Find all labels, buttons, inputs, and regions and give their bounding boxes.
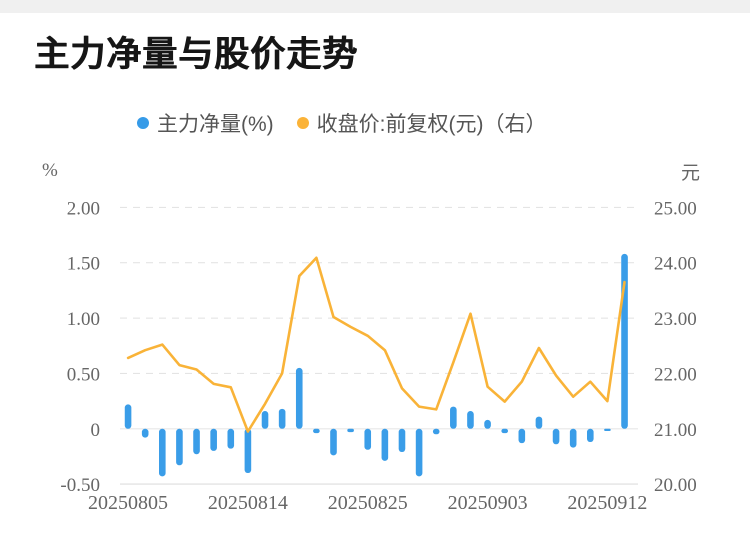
- legend-dot-blue-icon: [137, 117, 149, 129]
- net-volume-bar: [278, 408, 286, 429]
- legend-label-main-net-volume: 主力净量(%): [157, 113, 274, 136]
- net-volume-bar: [141, 428, 149, 438]
- right-axis-tick-label: 24.00: [654, 254, 697, 275]
- x-axis-tick-label: 20250903: [448, 492, 528, 514]
- x-axis-tick-label: 20250805: [88, 492, 168, 514]
- net-volume-bar: [364, 428, 372, 450]
- left-axis-tick-label: 2.00: [67, 198, 100, 219]
- left-axis-unit: %: [42, 160, 58, 181]
- x-axis-tick-label: 20250825: [328, 492, 408, 514]
- page-title: 主力净量与股价走势: [34, 35, 359, 74]
- net-volume-bar: [313, 428, 320, 434]
- left-axis-tick-label: 1.00: [67, 309, 100, 330]
- net-volume-bar: [381, 428, 389, 461]
- net-volume-bar: [484, 419, 491, 429]
- net-volume-bar: [621, 253, 628, 429]
- left-axis-tick-label: 0.50: [67, 364, 100, 385]
- net-volume-bar: [193, 428, 200, 455]
- right-axis-tick-label: 23.00: [654, 309, 697, 330]
- chart-legend: 主力净量(%) 收盘价:前复权(元)（右）: [137, 108, 547, 138]
- net-volume-bar: [261, 411, 269, 429]
- x-axis-tick-label: 20250912: [567, 492, 647, 514]
- close-price-line: [126, 256, 626, 433]
- net-volume-bar: [604, 428, 611, 431]
- net-volume-bar: [450, 406, 457, 429]
- right-axis-tick-label: 25.00: [654, 198, 697, 219]
- net-volume-bar: [295, 367, 303, 429]
- right-axis-tick-label: 20.00: [654, 475, 697, 496]
- net-volume-bar: [552, 428, 560, 445]
- net-volume-bar: [501, 428, 508, 434]
- net-volume-bar: [569, 428, 577, 448]
- window-top-edge: [0, 0, 750, 13]
- legend-dot-yellow-icon: [296, 117, 309, 129]
- right-axis-tick-label: 22.00: [654, 364, 697, 385]
- net-volume-bar: [124, 404, 132, 429]
- net-volume-bar: [330, 428, 337, 456]
- net-volume-bar: [210, 428, 217, 451]
- legend-label-close-price: 收盘价:前复权(元)（右）: [316, 113, 547, 136]
- net-volume-bar: [347, 428, 354, 433]
- net-volume-bar: [398, 428, 406, 453]
- net-volume-bar: [227, 428, 235, 449]
- net-volume-bar: [587, 428, 594, 443]
- right-axis-unit: 元: [681, 163, 701, 184]
- left-axis-tick-label: 0: [91, 420, 101, 441]
- right-axis-tick-label: 21.00: [654, 420, 697, 441]
- net-volume-bar: [176, 428, 183, 466]
- net-volume-bar: [159, 428, 166, 477]
- left-axis-tick-label: 1.50: [67, 254, 100, 275]
- legend-item-close-price[interactable]: 收盘价:前复权(元)（右）: [296, 108, 547, 138]
- left-axis-tick-label: -0.50: [60, 475, 100, 496]
- net-volume-bar: [432, 428, 440, 435]
- x-axis-tick-label: 20250814: [208, 492, 288, 514]
- net-volume-bar: [244, 428, 252, 474]
- net-volume-bar: [518, 428, 526, 444]
- net-volume-bar: [415, 428, 423, 477]
- legend-item-main-net-volume[interactable]: 主力净量(%): [137, 108, 274, 138]
- net-volume-bar: [467, 411, 474, 429]
- net-volume-bar: [535, 416, 543, 429]
